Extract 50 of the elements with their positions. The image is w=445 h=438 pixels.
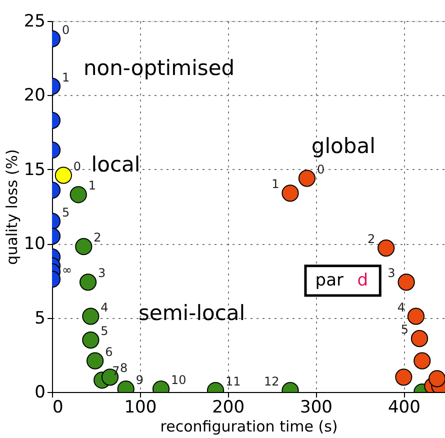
- annotation: 10: [171, 373, 186, 388]
- y-tick-label: 5: [34, 308, 46, 328]
- x-tick-label: 200: [212, 398, 245, 418]
- annotation: 12: [264, 374, 280, 389]
- annotation: 0: [316, 162, 325, 176]
- annotation: 11: [226, 374, 241, 389]
- annotation: non-optimised: [83, 56, 235, 80]
- annotation: 2: [94, 230, 102, 245]
- annotation: 4: [397, 300, 405, 314]
- annotation: 5: [62, 205, 70, 220]
- annotation: 0: [73, 159, 82, 174]
- annotation: 0: [62, 22, 70, 37]
- point: [414, 352, 431, 370]
- x-tick-label: 0: [52, 398, 64, 418]
- y-tick-label: 15: [24, 160, 46, 180]
- annotation: 4: [100, 300, 108, 314]
- annotation: 6: [105, 344, 113, 359]
- x-tick-label: 300: [300, 398, 332, 418]
- point: [395, 368, 412, 386]
- y-tick-label: 10: [24, 234, 46, 254]
- y-tick-label: 25: [24, 12, 46, 32]
- point: [407, 308, 425, 325]
- y-axis-title: quality loss (%): [2, 149, 21, 265]
- annotation: local: [91, 152, 140, 177]
- annotation: semi-local: [138, 301, 246, 326]
- point: [398, 274, 415, 291]
- point: [428, 370, 445, 388]
- x-tick-label: 400: [388, 398, 420, 418]
- annotation: global: [311, 134, 376, 158]
- annotation: 7: [112, 364, 120, 378]
- y-tick-label: 20: [24, 86, 46, 106]
- annotation: 2: [367, 232, 376, 246]
- annotation: 3: [388, 266, 396, 280]
- annotation: ∞: [62, 263, 72, 278]
- point: [282, 184, 299, 202]
- x-axis-title: reconfiguration time (s): [160, 418, 338, 436]
- annotation: 1: [88, 178, 96, 193]
- annotation: 5: [100, 324, 108, 338]
- point: [298, 170, 316, 187]
- annotation: 3: [98, 266, 106, 280]
- annotation: 9: [136, 373, 144, 388]
- point: [410, 330, 428, 348]
- annotation: 1: [272, 177, 280, 192]
- x-tick-label: 100: [124, 398, 157, 418]
- annotation: 8: [120, 361, 128, 376]
- annotation: 5: [400, 322, 409, 337]
- point: [378, 240, 395, 257]
- annotation: par d: [315, 270, 368, 291]
- annotation: 1: [62, 70, 70, 84]
- y-tick-label: 0: [34, 382, 46, 402]
